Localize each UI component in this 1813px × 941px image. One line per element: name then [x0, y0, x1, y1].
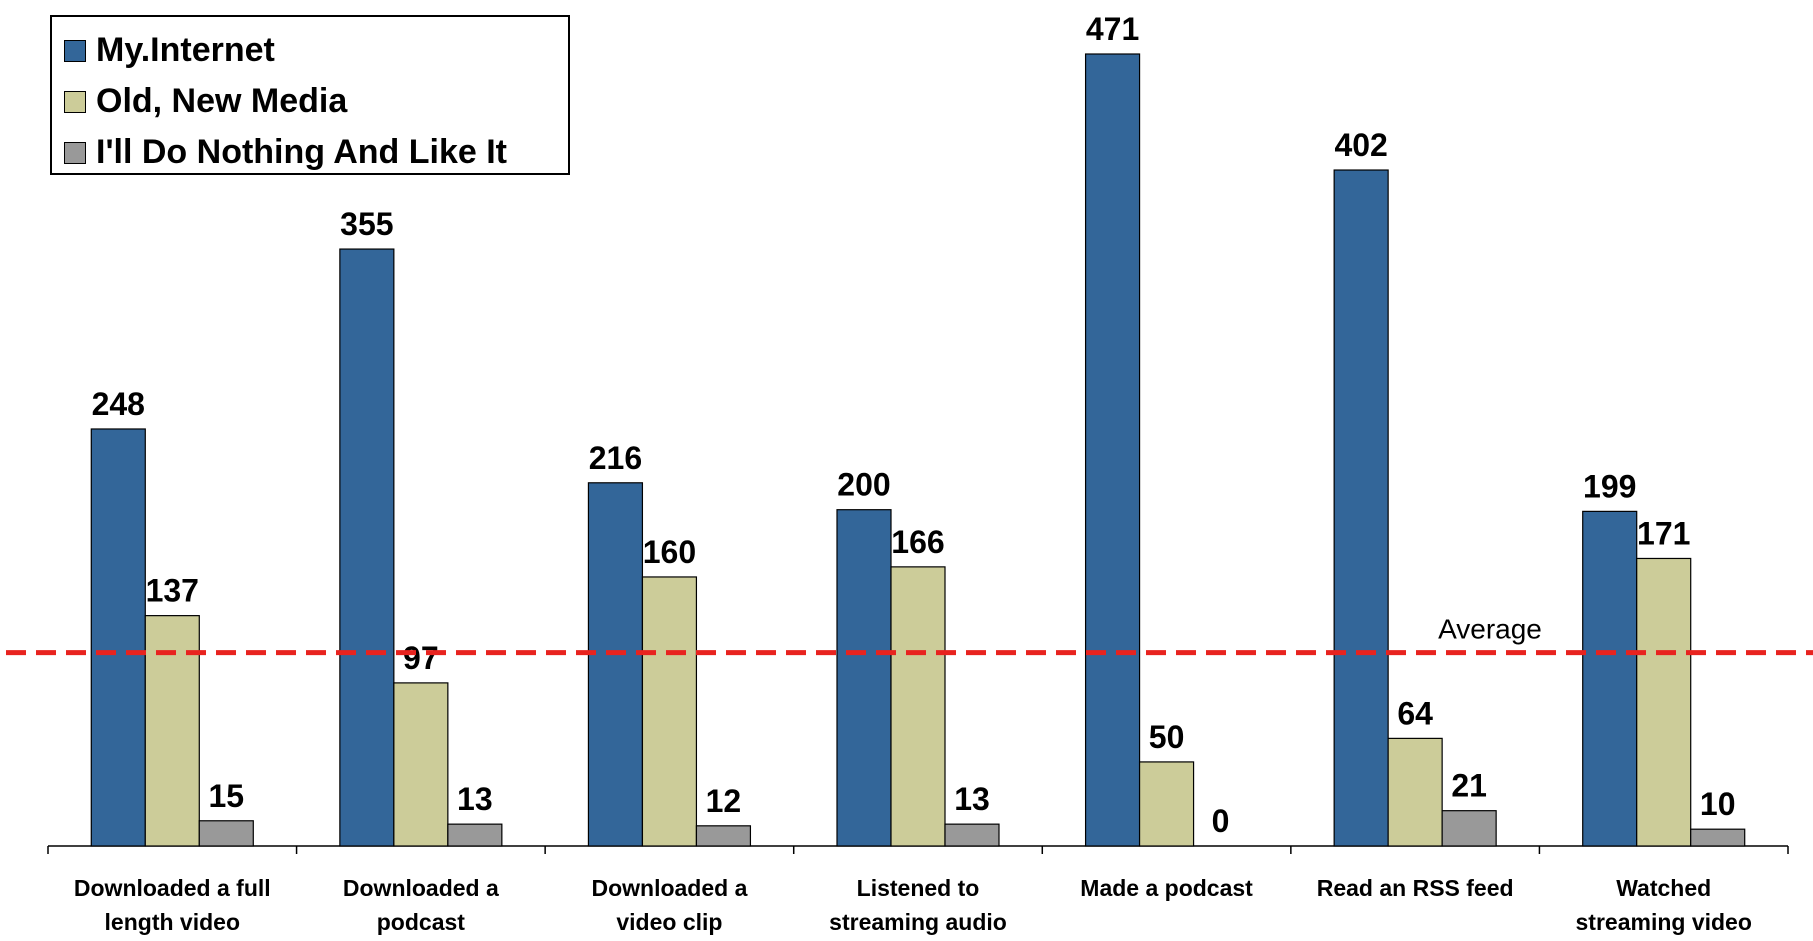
data-label: 216	[589, 440, 642, 476]
data-label: 199	[1583, 468, 1636, 504]
x-tick-label: Downloaded a full	[74, 875, 271, 901]
data-label: 137	[146, 573, 199, 609]
legend-item-my-internet: My.Internet	[64, 31, 275, 70]
x-tick-label: Made a podcast	[1080, 875, 1253, 901]
bar	[1333, 169, 1389, 847]
chart-legend: My.Internet Old, New Media I'll Do Nothi…	[50, 15, 570, 175]
legend-label-old-new-media: Old, New Media	[96, 82, 348, 120]
bar	[1441, 810, 1497, 847]
x-tick-label: Downloaded a	[343, 875, 499, 901]
data-label: 355	[340, 206, 393, 242]
bar	[1690, 828, 1746, 847]
legend-item-do-nothing: I'll Do Nothing And Like It	[64, 133, 507, 172]
legend-label-my-internet: My.Internet	[96, 31, 275, 69]
bar	[1582, 510, 1638, 847]
data-label: 200	[837, 467, 890, 503]
bar	[1636, 557, 1692, 847]
data-label: 171	[1637, 515, 1690, 551]
data-label: 0	[1212, 803, 1230, 839]
data-label: 166	[891, 524, 944, 560]
data-label: 12	[706, 783, 742, 819]
bar	[90, 428, 146, 847]
data-label: 50	[1149, 719, 1185, 755]
bar	[836, 509, 892, 847]
data-label: 160	[643, 534, 696, 570]
bar	[393, 682, 449, 847]
legend-swatch-do-nothing	[64, 141, 86, 164]
bar	[1138, 761, 1195, 847]
data-label: 97	[403, 640, 439, 676]
data-label: 248	[92, 386, 145, 422]
bar	[1387, 737, 1443, 847]
bar	[890, 566, 946, 847]
x-tick-label: Watched	[1616, 875, 1711, 901]
bar	[339, 248, 395, 847]
x-tick-label: length video	[105, 909, 240, 935]
legend-swatch-my-internet	[64, 39, 86, 62]
x-tick-label: Read an RSS feed	[1317, 875, 1514, 901]
bar	[198, 820, 254, 847]
data-label: 13	[954, 781, 990, 817]
data-label: 15	[208, 778, 244, 814]
x-tick-label: podcast	[377, 909, 466, 935]
data-label: 10	[1700, 786, 1736, 822]
bar	[944, 823, 1000, 847]
legend-label-do-nothing: I'll Do Nothing And Like It	[96, 133, 508, 171]
data-label: 13	[457, 781, 493, 817]
bar	[587, 482, 644, 847]
data-label: 471	[1086, 11, 1139, 47]
x-tick-label: Listened to	[857, 875, 980, 901]
data-label: 402	[1334, 127, 1387, 163]
legend-item-old-new-media: Old, New Media	[64, 82, 347, 121]
bar	[1084, 53, 1141, 847]
x-tick-label: video clip	[616, 909, 722, 935]
x-tick-label: streaming audio	[829, 909, 1007, 935]
average-label: Average	[1438, 614, 1542, 645]
data-label: 21	[1451, 768, 1487, 804]
bar	[641, 576, 698, 847]
bar	[695, 825, 752, 847]
x-tick-label: streaming video	[1576, 909, 1752, 935]
bar	[447, 823, 503, 847]
data-label: 64	[1397, 695, 1433, 731]
x-tick-label: Downloaded a	[591, 875, 747, 901]
legend-swatch-old-new-media	[64, 90, 86, 113]
